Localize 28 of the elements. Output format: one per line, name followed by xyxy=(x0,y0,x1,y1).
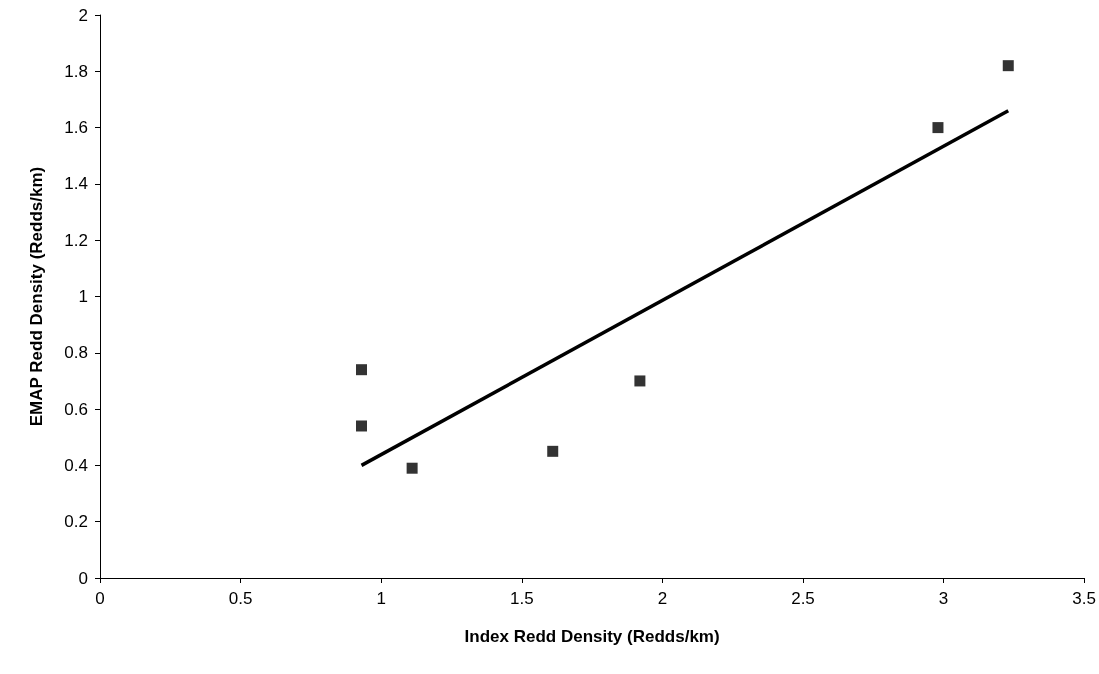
point xyxy=(356,364,368,376)
x-tick-label: 0.5 xyxy=(228,589,253,608)
point xyxy=(406,462,418,474)
y-tick-label: 0 xyxy=(78,568,88,588)
x-tick-label: 0 xyxy=(95,589,105,608)
x-tick-label: 1.5 xyxy=(509,589,534,608)
x-tick-label: 1 xyxy=(376,589,386,608)
point xyxy=(356,420,368,432)
x-tick-label: 2.5 xyxy=(791,589,815,608)
point xyxy=(932,122,944,134)
y-tick-label: 1.6 xyxy=(64,118,88,138)
y-tick-label: 1 xyxy=(78,287,88,306)
x-tick-label: 2 xyxy=(657,589,668,608)
y-tick-label: 0.4 xyxy=(64,455,88,475)
point xyxy=(547,445,559,457)
point xyxy=(1002,60,1014,72)
x-tick-label: 3.5 xyxy=(1072,589,1096,608)
y-axis-title: EMAP Redd Density (Redds/km) xyxy=(27,166,46,427)
y-tick-label: 1.2 xyxy=(64,230,88,250)
y-tick-label: 0.2 xyxy=(64,512,88,532)
y-tick-label: 1.4 xyxy=(64,174,88,194)
y-tick-label: 1.8 xyxy=(64,61,88,81)
point xyxy=(634,375,646,387)
x-tick-label: 3 xyxy=(938,589,949,608)
y-tick-label: 2 xyxy=(78,5,88,25)
y-tick-label: 0.6 xyxy=(64,399,88,419)
y-tick-label: 0.8 xyxy=(64,343,88,363)
x-axis-title: Index Redd Density (Redds/km) xyxy=(464,627,720,646)
